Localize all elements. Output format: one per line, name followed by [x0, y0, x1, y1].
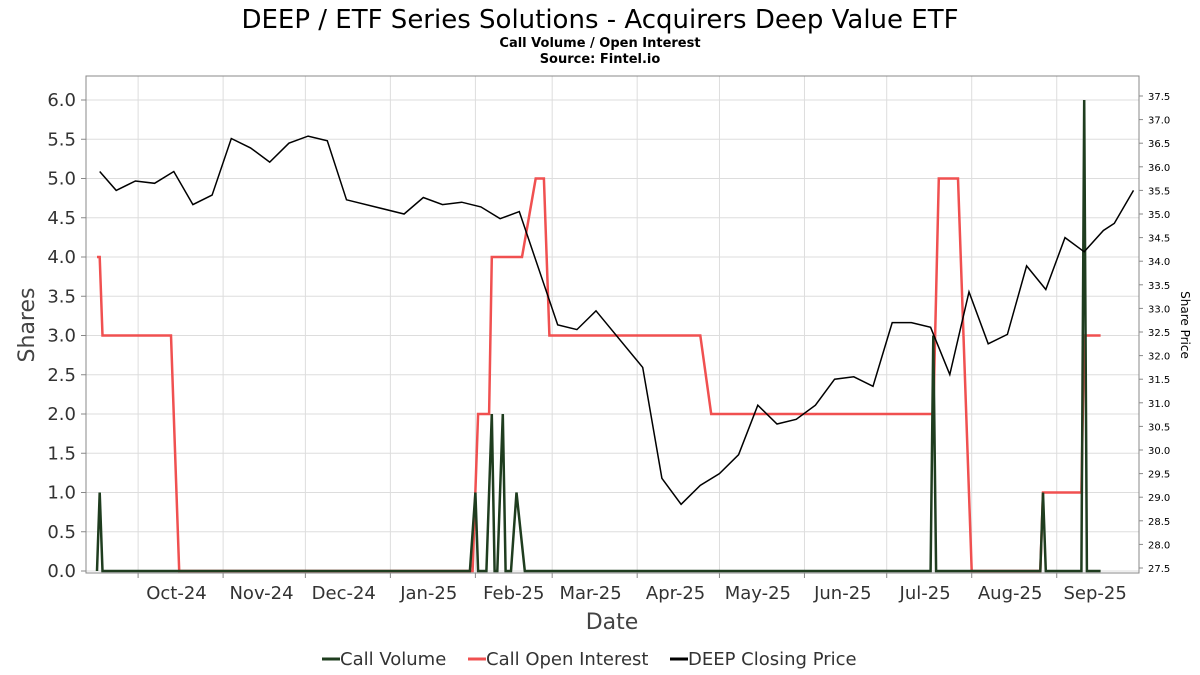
y2-tick-label: 35.5 [1148, 186, 1170, 197]
chart-source: Source: Fintel.io [540, 52, 661, 67]
y2-tick-label: 34.5 [1148, 234, 1170, 245]
x-tick-label: Aug-25 [978, 583, 1043, 604]
y-axis-label: Shares [15, 288, 40, 363]
y-tick-label: 4.0 [47, 247, 76, 268]
y-tick-label: 1.0 [47, 483, 76, 504]
y2-tick-label: 27.5 [1148, 564, 1170, 575]
x-tick-label: May-25 [725, 583, 791, 604]
y-tick-label: 2.0 [47, 404, 76, 425]
y-tick-label: 5.5 [47, 129, 76, 150]
y2-tick-label: 30.0 [1148, 446, 1170, 457]
y-tick-label: 3.5 [47, 286, 76, 307]
grid-lines [86, 76, 1139, 573]
y2-tick-label: 33.5 [1148, 281, 1170, 292]
y-tick-label: 3.0 [47, 326, 76, 347]
y-tick-label: 0.0 [47, 561, 76, 582]
y-tick-label: 6.0 [47, 90, 76, 111]
x-tick-label: Mar-25 [559, 583, 621, 604]
x-tick-label: Jan-25 [399, 583, 457, 604]
call-volume-line [95, 99, 1101, 573]
x-tick-label: Nov-24 [229, 583, 293, 604]
y2-axis-ticks: 27.5 28.0 28.5 29.0 29.5 30.0 30.5 31.0 31.5 32.0… [1139, 92, 1170, 575]
y2-tick-label: 32.0 [1148, 352, 1170, 363]
chart-subtitle: Call Volume / Open Interest [499, 36, 700, 51]
y2-tick-label: 31.5 [1148, 375, 1170, 386]
y2-tick-label: 36.5 [1148, 139, 1170, 150]
y2-tick-label: 29.5 [1148, 470, 1170, 481]
y-axis-ticks: 0.0 0.5 1.0 1.5 2.0 2.5 3.0 3.5 4.0 4.5 5.0 5.5 6.0 [47, 90, 86, 582]
y-tick-label: 1.5 [47, 443, 76, 464]
y2-tick-label: 32.5 [1148, 328, 1170, 339]
y-tick-label: 5.0 [47, 169, 76, 190]
y2-tick-label: 28.0 [1148, 540, 1170, 551]
deep-closing-price-line [99, 135, 1135, 506]
y2-tick-label: 29.0 [1148, 493, 1170, 504]
x-axis-label: Date [586, 610, 639, 635]
x-tick-label: Jul-25 [899, 583, 951, 604]
x-tick-label: Oct-24 [146, 583, 207, 604]
y-tick-label: 0.5 [47, 522, 76, 543]
y2-tick-label: 33.0 [1148, 304, 1170, 315]
y2-tick-label: 28.5 [1148, 517, 1170, 528]
chart-title: DEEP / ETF Series Solutions - Acquirers … [241, 5, 958, 35]
y2-axis-label: Share Price [1178, 291, 1192, 359]
y2-tick-label: 37.5 [1148, 92, 1170, 103]
y2-tick-label: 36.0 [1148, 163, 1170, 174]
y2-tick-label: 30.5 [1148, 422, 1170, 433]
legend-label-call-volume: Call Volume [340, 649, 446, 670]
y2-tick-label: 34.0 [1148, 257, 1170, 268]
y-tick-label: 2.5 [47, 365, 76, 386]
x-tick-label: Dec-24 [312, 583, 376, 604]
legend-label-call-open-interest: Call Open Interest [486, 649, 648, 670]
x-tick-label: Jun-25 [813, 583, 872, 604]
x-axis-ticks: Oct-24 Nov-24 Dec-24 Jan-25 Feb-25 Mar-25 Apr-… [137, 573, 1127, 604]
x-tick-label: Sep-25 [1063, 583, 1126, 604]
y-tick-label: 4.5 [47, 208, 76, 229]
plot-frame [85, 75, 1140, 574]
x-tick-label: Feb-25 [483, 583, 544, 604]
y2-tick-label: 31.0 [1148, 399, 1170, 410]
series-lines [95, 99, 1135, 573]
y2-tick-label: 35.0 [1148, 210, 1170, 221]
y2-tick-label: 37.0 [1148, 116, 1170, 127]
x-tick-label: Apr-25 [646, 583, 705, 604]
legend-label-deep-closing-price: DEEP Closing Price [688, 649, 857, 670]
legend: Call Volume Call Open Interest DEEP Closin… [322, 649, 857, 670]
